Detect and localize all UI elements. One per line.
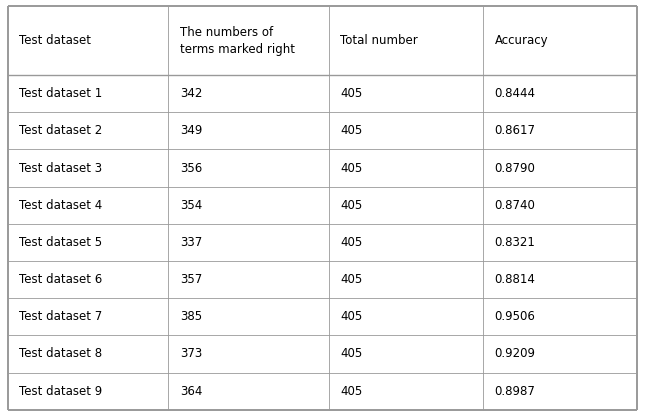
Text: 405: 405 <box>341 385 362 398</box>
Text: 0.9506: 0.9506 <box>495 310 535 323</box>
Text: 405: 405 <box>341 236 362 249</box>
Text: 354: 354 <box>180 199 202 212</box>
Text: Test dataset 6: Test dataset 6 <box>19 273 103 286</box>
Text: Test dataset 1: Test dataset 1 <box>19 87 103 100</box>
Text: 357: 357 <box>180 273 202 286</box>
Text: 0.8444: 0.8444 <box>495 87 535 100</box>
Text: 373: 373 <box>180 347 202 361</box>
Text: Test dataset 8: Test dataset 8 <box>19 347 103 361</box>
Text: Test dataset 5: Test dataset 5 <box>19 236 103 249</box>
Text: 405: 405 <box>341 273 362 286</box>
Text: Accuracy: Accuracy <box>495 34 548 47</box>
Text: Test dataset 2: Test dataset 2 <box>19 124 103 137</box>
Text: 405: 405 <box>341 161 362 175</box>
Text: 405: 405 <box>341 310 362 323</box>
Text: 0.8740: 0.8740 <box>495 199 535 212</box>
Text: 405: 405 <box>341 87 362 100</box>
Text: 0.8814: 0.8814 <box>495 273 535 286</box>
Text: 385: 385 <box>180 310 202 323</box>
Text: 356: 356 <box>180 161 202 175</box>
Text: Test dataset 4: Test dataset 4 <box>19 199 103 212</box>
Text: Test dataset: Test dataset <box>19 34 92 47</box>
Text: Total number: Total number <box>341 34 418 47</box>
Text: 0.8321: 0.8321 <box>495 236 535 249</box>
Text: 405: 405 <box>341 199 362 212</box>
Text: 405: 405 <box>341 347 362 361</box>
Text: 405: 405 <box>341 124 362 137</box>
Text: 0.9209: 0.9209 <box>495 347 535 361</box>
Text: 0.8790: 0.8790 <box>495 161 535 175</box>
Text: Test dataset 3: Test dataset 3 <box>19 161 103 175</box>
Text: Test dataset 7: Test dataset 7 <box>19 310 103 323</box>
Text: 342: 342 <box>180 87 203 100</box>
Text: 364: 364 <box>180 385 203 398</box>
Text: 349: 349 <box>180 124 203 137</box>
Text: 0.8987: 0.8987 <box>495 385 535 398</box>
Text: The numbers of
terms marked right: The numbers of terms marked right <box>180 26 295 56</box>
Text: 337: 337 <box>180 236 202 249</box>
Text: 0.8617: 0.8617 <box>495 124 535 137</box>
Text: Test dataset 9: Test dataset 9 <box>19 385 103 398</box>
